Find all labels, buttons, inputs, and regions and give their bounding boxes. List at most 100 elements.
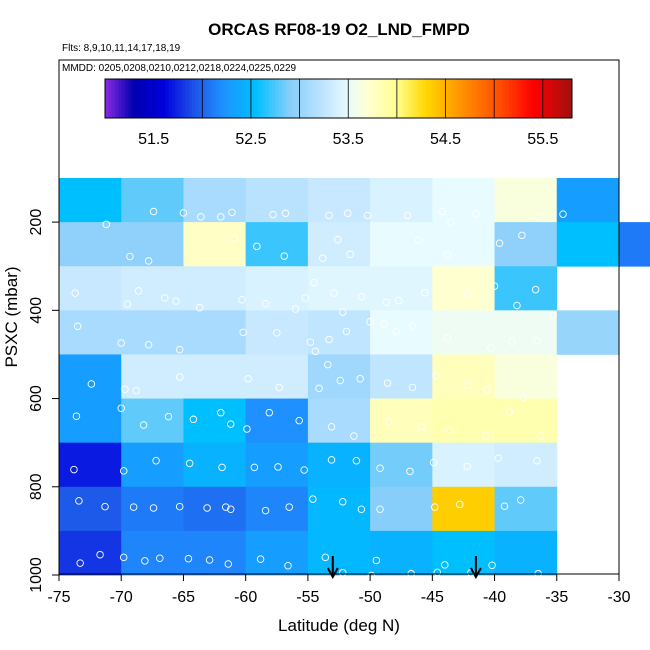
colorbar-swatch <box>168 79 173 118</box>
colorbar-swatch <box>201 79 206 118</box>
colorbar-swatch <box>251 79 256 118</box>
observation-point <box>357 505 366 514</box>
observation-point <box>121 385 129 394</box>
observation-point <box>222 503 230 511</box>
heatmap-cell <box>494 530 558 576</box>
heatmap-cell <box>370 354 433 399</box>
colorbar-swatch <box>185 79 189 118</box>
arrow-head <box>470 567 482 580</box>
colorbar-swatch <box>258 79 263 118</box>
observation-point <box>490 282 499 290</box>
heatmap-cell <box>307 398 371 444</box>
observation-point <box>243 425 251 433</box>
colorbar-swatch <box>331 79 336 118</box>
observation-point <box>70 465 78 474</box>
x-axis-label: Latitude (deg N) <box>278 616 400 635</box>
colorbar-swatch <box>531 79 536 118</box>
observation-point <box>433 568 442 577</box>
heatmap-cell <box>59 310 122 355</box>
colorbar-swatch <box>445 79 450 118</box>
y-tick-label: 200 <box>28 209 45 236</box>
colorbar-swatch <box>248 79 253 118</box>
observation-point <box>101 502 109 511</box>
observation-point <box>432 371 440 380</box>
colorbar-swatch <box>468 79 473 118</box>
heatmap-cell <box>59 266 122 311</box>
observation-point <box>447 218 455 226</box>
observation-point <box>372 556 381 565</box>
observation-point <box>338 308 347 316</box>
observation-point <box>392 327 400 336</box>
heatmap-cell <box>121 398 184 444</box>
observation-points <box>70 207 567 580</box>
observation-point <box>310 278 318 287</box>
colorbar-swatch <box>288 79 293 118</box>
colorbar-swatch <box>408 79 413 118</box>
heatmap-cell <box>307 178 371 223</box>
colorbar-swatch <box>261 79 266 118</box>
colorbar-swatch <box>485 79 490 118</box>
x-tick-label: -40 <box>483 589 506 606</box>
colorbar-swatch <box>108 79 113 118</box>
colorbar-tick-label: 54.5 <box>430 131 461 148</box>
colorbar-swatch <box>245 79 249 118</box>
colorbar-swatch <box>375 79 380 118</box>
x-tick-label: -60 <box>234 589 257 606</box>
colorbar-swatch <box>291 79 296 118</box>
colorbar-swatch <box>371 79 376 118</box>
heatmap-cell <box>121 486 184 532</box>
observation-point <box>197 213 205 221</box>
colorbar-swatch <box>458 79 463 118</box>
colorbar-swatch <box>385 79 390 118</box>
heatmap-cell <box>183 178 247 223</box>
observation-point <box>508 337 516 345</box>
observation-point <box>443 251 452 259</box>
colorbar-swatch <box>188 79 193 118</box>
observation-point <box>144 257 153 265</box>
colorbar-swatch <box>171 79 176 118</box>
observation-point <box>226 420 235 428</box>
observation-point <box>385 417 393 426</box>
colorbar-swatch <box>351 79 356 118</box>
observation-point <box>244 374 252 383</box>
colorbar-swatch <box>138 79 143 118</box>
observation-point <box>343 209 352 218</box>
heatmap-cell <box>245 442 309 488</box>
observation-point <box>363 211 372 220</box>
observation-point <box>149 504 158 512</box>
observation-point <box>403 211 412 220</box>
heatmap-cell <box>494 354 558 399</box>
colorbar-swatch <box>368 79 373 118</box>
colorbar-swatch <box>421 79 426 118</box>
colorbar-swatch <box>211 79 216 118</box>
heatmap-cell <box>556 310 620 355</box>
colorbar-swatch <box>425 79 430 118</box>
observation-point <box>161 294 169 302</box>
heatmap-cell <box>183 442 247 488</box>
observation-point <box>269 210 277 219</box>
colorbar-swatch <box>265 79 269 118</box>
heatmap-cells <box>59 178 650 576</box>
y-tick-label: 800 <box>28 473 45 500</box>
observation-point <box>184 554 193 563</box>
observation-point <box>338 569 347 577</box>
heatmap-cell <box>370 486 433 532</box>
x-tick-label: -65 <box>172 589 195 606</box>
observation-point <box>327 423 336 431</box>
observation-point <box>217 213 225 221</box>
observation-point <box>321 553 330 562</box>
observation-point <box>175 345 184 354</box>
observation-point <box>533 457 541 465</box>
arrow-head <box>326 567 339 580</box>
y-axis-label: PSXC (mbar) <box>2 266 21 367</box>
observation-point <box>488 561 496 570</box>
observation-point <box>482 432 490 440</box>
colorbar-swatch <box>105 79 109 118</box>
observation-point <box>119 553 128 562</box>
colorbar-swatch <box>418 79 423 118</box>
observation-point <box>281 209 290 218</box>
colorbar-frame <box>104 78 573 119</box>
observation-point <box>315 384 323 393</box>
colorbar-swatch <box>195 79 199 118</box>
colorbar-swatch <box>411 79 416 118</box>
